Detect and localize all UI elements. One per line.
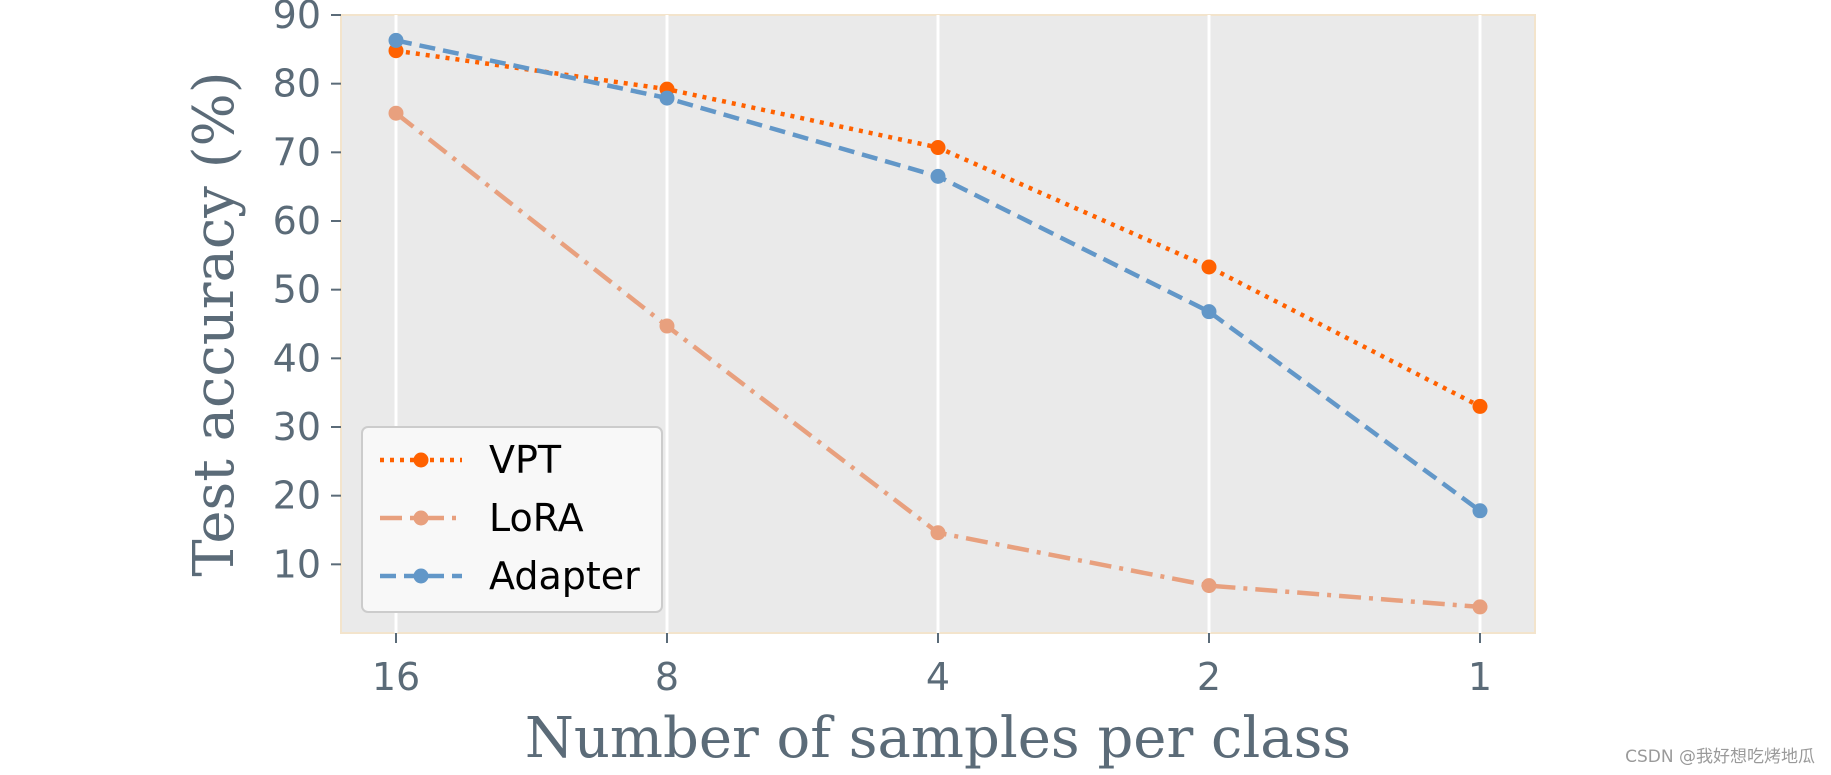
legend-label: VPT <box>489 438 562 482</box>
y-axis-title: Test accuracy (%) <box>182 71 247 576</box>
data-point <box>1201 259 1217 275</box>
x-axis-title: Number of samples per class <box>525 706 1351 771</box>
y-tick-label: 10 <box>273 542 321 586</box>
data-point <box>930 168 946 184</box>
legend-marker <box>413 452 429 468</box>
data-point <box>930 525 946 541</box>
legend-box <box>361 426 663 613</box>
x-tick-label: 1 <box>1468 655 1492 699</box>
x-tick-label: 16 <box>372 655 420 699</box>
data-point <box>388 43 404 59</box>
legend-marker <box>413 510 429 526</box>
x-tick-label: 8 <box>655 655 679 699</box>
data-point <box>1472 398 1488 414</box>
data-point <box>388 32 404 48</box>
data-point <box>388 105 404 121</box>
watermark: CSDN @我好想吃烤地瓜 <box>1625 747 1815 767</box>
legend: VPT LoRA Adapter <box>361 426 663 613</box>
y-tick-label: 60 <box>273 199 321 243</box>
y-tick-label: 40 <box>273 336 321 380</box>
legend-label: Adapter <box>489 554 640 598</box>
data-point <box>659 318 675 334</box>
legend-label: LoRA <box>489 496 584 540</box>
data-point <box>659 90 675 106</box>
y-tick-label: 90 <box>273 0 321 37</box>
y-tick-label: 20 <box>273 474 321 518</box>
y-tick-label: 80 <box>273 62 321 106</box>
data-point <box>1201 578 1217 594</box>
y-tick-label: 50 <box>273 268 321 312</box>
data-point <box>1201 304 1217 320</box>
axes: 16 8 4 2 1 10 20 30 40 50 60 70 80 90 <box>273 0 1492 699</box>
y-tick-label: 70 <box>273 130 321 174</box>
y-tick-label: 30 <box>273 405 321 449</box>
x-tick-label: 4 <box>926 655 950 699</box>
data-point <box>1472 599 1488 615</box>
data-point <box>1472 503 1488 519</box>
x-tick-label: 2 <box>1197 655 1221 699</box>
series-group <box>388 32 1488 615</box>
data-point <box>930 140 946 156</box>
legend-marker <box>413 568 429 584</box>
